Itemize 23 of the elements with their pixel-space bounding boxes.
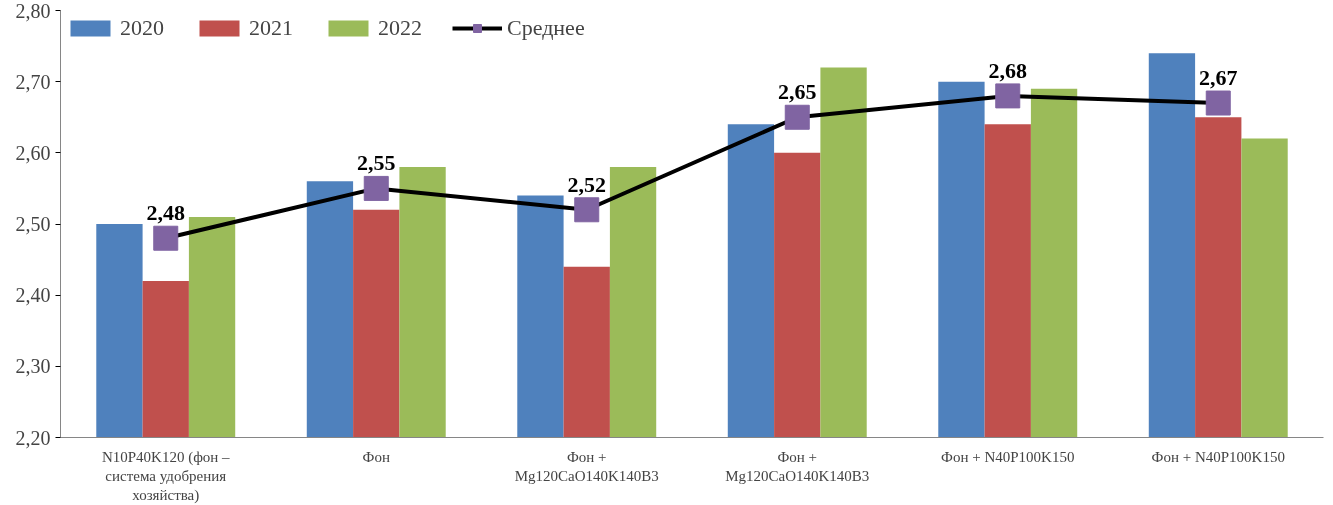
data-label: 2,52: [567, 171, 606, 197]
legend-label: Среднее: [507, 15, 585, 41]
legend-label: 2020: [120, 15, 164, 41]
y-tick-label: 2,30: [15, 355, 51, 378]
data-label: 2,67: [1199, 65, 1238, 91]
y-tick-label: 2,20: [15, 426, 51, 449]
x-tick-label: Фон + Mg120CaO140K140B3: [514, 448, 659, 484]
data-label: 2,48: [146, 200, 185, 226]
data-label: 2,65: [778, 79, 817, 105]
y-tick-label: 2,40: [15, 284, 51, 307]
x-tick-label: Фон + Mg120CaO140K140B3: [725, 448, 870, 484]
x-tick-label: N10P40K120 (фон – система удобрения хозяйства): [101, 448, 231, 504]
x-tick-label: Фон: [362, 448, 390, 465]
legend-label: 2022: [378, 15, 422, 41]
y-tick-label: 2,60: [15, 141, 51, 164]
x-tick-label: Фон + N40P100K150: [941, 448, 1075, 465]
y-tick-label: 2,50: [15, 213, 51, 235]
legend-label: 2021: [249, 15, 293, 41]
y-tick-label: 2,80: [15, 0, 51, 22]
y-tick-label: 2,70: [15, 70, 51, 93]
x-tick-label: Фон + N40P100K150: [1151, 448, 1285, 465]
data-label: 2,55: [357, 150, 396, 176]
data-label: 2,68: [988, 57, 1027, 83]
